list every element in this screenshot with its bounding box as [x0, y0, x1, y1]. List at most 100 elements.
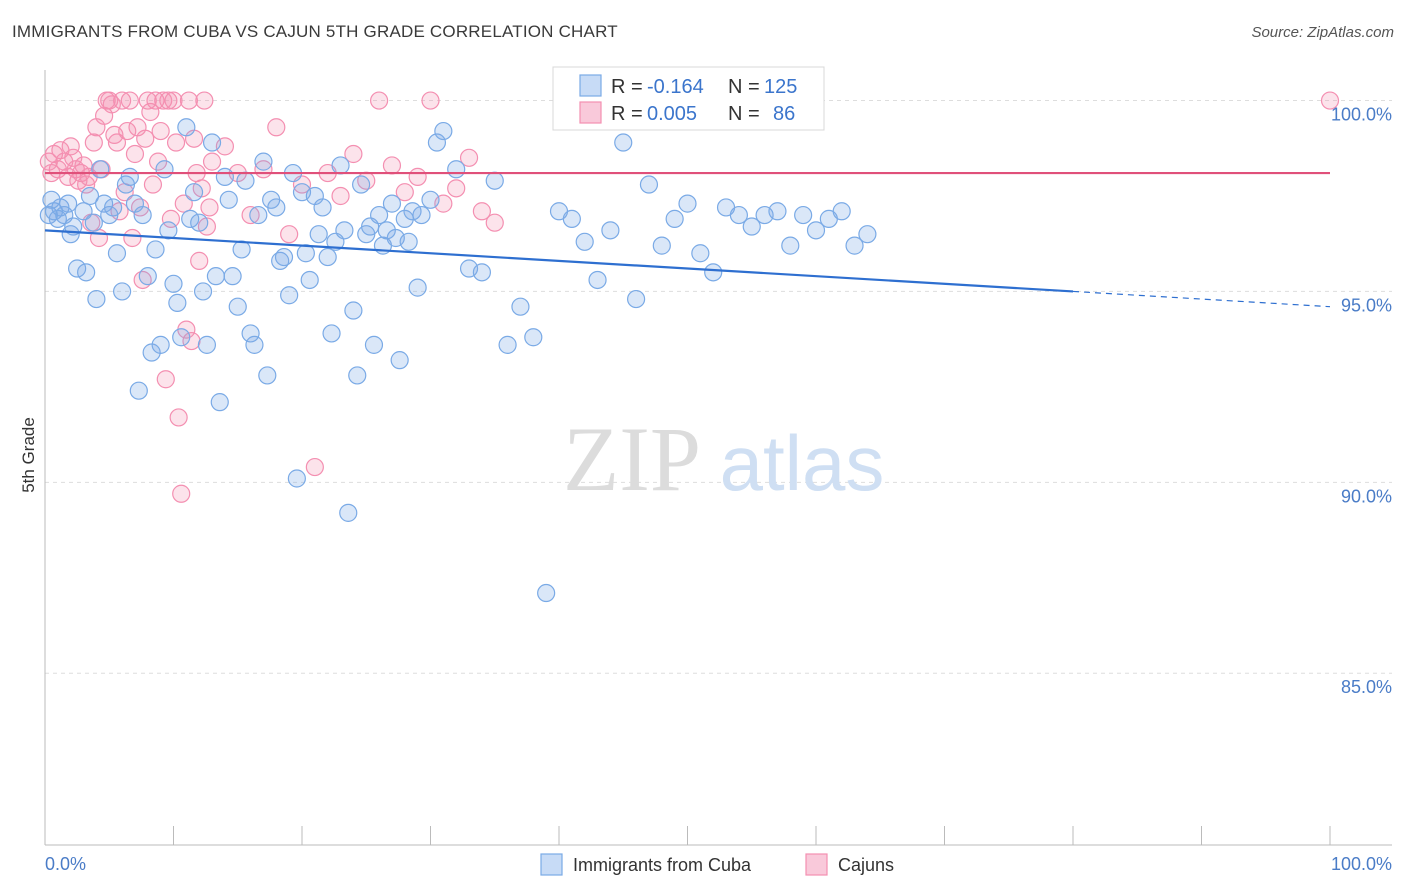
data-point-cuba	[614, 133, 633, 152]
watermark-atlas: atlas	[720, 419, 885, 507]
y-tick-label: 100.0%	[1331, 105, 1392, 125]
data-point-cuba	[112, 282, 132, 301]
data-point-cuba	[626, 289, 646, 309]
data-point-cuba	[408, 278, 427, 297]
x-tick-labels: 0.0% 100.0%	[45, 854, 1392, 874]
data-point-cuba	[104, 198, 123, 217]
stats-r-label-cuba: R =	[611, 76, 643, 98]
data-point-cuba	[138, 267, 157, 286]
trendline-cuba-projection	[1072, 290, 1331, 308]
data-point-cuba	[472, 263, 491, 282]
data-point-cuba	[524, 328, 543, 347]
data-point-cuba	[652, 236, 671, 255]
data-point-cuba	[364, 335, 384, 354]
data-point-cuba	[129, 381, 148, 400]
data-point-cuba	[427, 133, 447, 152]
y-tick-label: 95.0%	[1341, 295, 1392, 315]
data-point-cuba	[172, 328, 191, 347]
data-point-cuba	[390, 351, 409, 370]
data-point-cajuns	[421, 91, 440, 110]
data-point-cuba	[639, 175, 659, 194]
data-point-cuba	[164, 274, 183, 293]
cuba-points	[39, 118, 877, 603]
data-point-cuba	[258, 366, 277, 385]
data-point-cuba	[190, 213, 209, 232]
data-point-cuba	[181, 209, 200, 228]
x-tick-label: 100.0%	[1331, 854, 1392, 874]
data-point-cuba	[68, 259, 87, 278]
data-point-cajuns	[141, 102, 160, 122]
data-point-cajuns	[1320, 91, 1340, 110]
data-point-cuba	[806, 221, 826, 240]
y-tick-label: 90.0%	[1341, 486, 1392, 506]
data-point-cajuns	[202, 152, 222, 171]
cajuns-points	[39, 91, 1340, 503]
data-point-cuba	[151, 335, 170, 354]
data-point-cajuns	[195, 91, 214, 110]
data-point-cuba	[184, 183, 204, 202]
data-point-cuba	[177, 118, 196, 137]
data-point-cuba	[845, 236, 864, 255]
data-point-cuba	[91, 160, 110, 179]
data-point-cajuns	[64, 148, 83, 167]
data-point-cuba	[742, 217, 761, 236]
data-point-cuba	[447, 160, 466, 179]
data-point-cuba	[498, 335, 517, 354]
data-point-cuba	[691, 244, 710, 263]
data-point-cajuns	[120, 91, 139, 110]
data-point-cuba	[193, 282, 213, 301]
stats-n-value-cajuns: 86	[773, 103, 795, 125]
data-point-cuba	[729, 205, 749, 225]
stats-n-label-cajuns: N =	[728, 103, 760, 125]
data-point-cuba	[331, 156, 350, 175]
data-point-cajuns	[148, 152, 168, 171]
data-point-cajuns	[267, 118, 286, 137]
data-point-cajuns	[89, 228, 109, 248]
data-point-cajuns	[241, 205, 260, 225]
data-point-cajuns	[331, 186, 350, 206]
data-point-cuba	[858, 225, 877, 244]
stats-n-value-cuba: 125	[764, 76, 797, 98]
data-point-cajuns	[280, 225, 299, 244]
data-point-cajuns	[408, 167, 427, 186]
y-axis-title: 5th Grade	[19, 417, 38, 493]
data-point-cajuns	[136, 129, 155, 148]
data-point-cuba	[223, 267, 242, 286]
data-point-cuba	[197, 335, 217, 354]
data-point-cuba	[511, 297, 530, 316]
data-point-cuba	[287, 469, 306, 488]
legend: Immigrants from Cuba Cajuns	[540, 853, 894, 876]
trendline-cuba	[44, 229, 1074, 293]
x-tick-label: 0.0%	[45, 854, 86, 874]
data-point-cajuns	[382, 156, 402, 175]
data-point-cuba	[120, 167, 139, 186]
stats-swatch-cuba	[579, 74, 602, 97]
data-point-cuba	[370, 205, 389, 225]
data-point-cuba	[87, 289, 106, 309]
data-point-cajuns	[182, 331, 201, 351]
data-point-cajuns	[370, 91, 389, 110]
data-point-cajuns	[154, 91, 173, 110]
stats-n-label-cuba: N =	[728, 76, 760, 98]
data-point-cajuns	[102, 95, 121, 114]
data-point-cuba	[241, 324, 260, 343]
data-point-cuba	[236, 171, 255, 190]
data-point-cuba	[313, 198, 332, 217]
data-point-cuba	[832, 202, 851, 221]
data-point-cuba	[74, 202, 93, 221]
data-point-cajuns	[159, 91, 178, 110]
data-point-cuba	[768, 202, 787, 221]
legend-swatch-cajuns	[805, 853, 828, 876]
data-point-cuba	[168, 293, 187, 312]
data-point-cuba	[348, 366, 367, 385]
data-point-cuba	[59, 194, 78, 213]
data-point-cuba	[232, 240, 251, 259]
data-point-cuba	[206, 267, 226, 286]
data-point-cuba	[219, 190, 238, 209]
data-point-cuba	[588, 270, 607, 290]
data-point-cuba	[678, 194, 697, 213]
data-point-cuba	[245, 335, 264, 354]
legend-label-cajuns: Cajuns	[838, 855, 894, 875]
data-point-cuba	[562, 209, 581, 228]
legend-label-cuba: Immigrants from Cuba	[573, 855, 752, 875]
